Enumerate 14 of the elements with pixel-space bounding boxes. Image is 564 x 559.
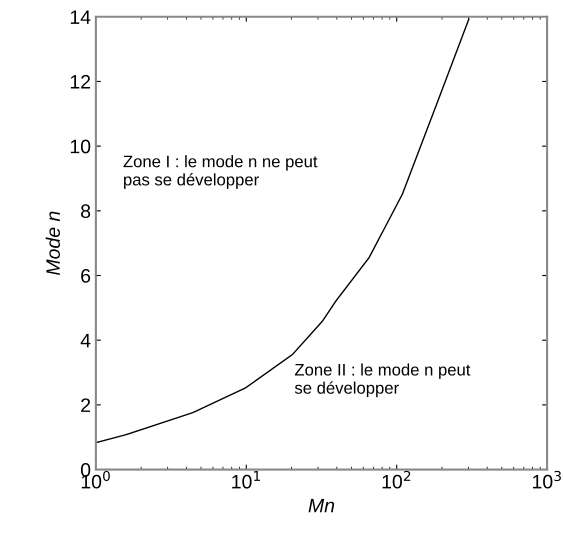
x-tick-label: 10$^{2}$ xyxy=(382,470,410,489)
y-tick-label: 10 xyxy=(70,140,90,154)
x-axis-title: Mn xyxy=(308,498,334,512)
annotation: Zone I : le mode n ne peut pas se développer xyxy=(123,155,318,189)
y-axis-title: Mode n xyxy=(46,212,60,275)
y-tick-label: 4 xyxy=(80,334,90,348)
x-tick-label: 10$^{1}$ xyxy=(232,471,260,489)
y-tick-label: 14 xyxy=(70,10,90,24)
y-tick-label: 6 xyxy=(81,268,90,283)
x-tick-label: 10$^{3}$ xyxy=(533,470,561,489)
y-tick-label: 2 xyxy=(81,398,90,412)
annotation: Zone II : le mode n peut se développer xyxy=(294,363,470,398)
y-tick-label: 12 xyxy=(70,74,90,88)
y-tick-label: 8 xyxy=(81,204,90,218)
